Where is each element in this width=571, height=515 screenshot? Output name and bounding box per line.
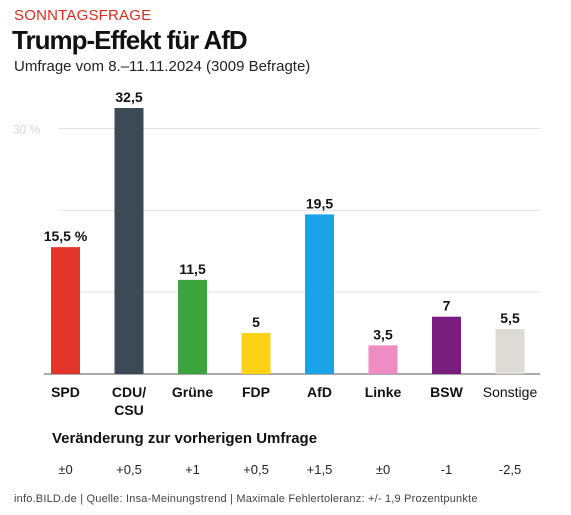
bar-3: [178, 279, 207, 374]
value-label: 5: [252, 314, 260, 330]
change-value: +0,5: [116, 462, 142, 477]
category-label: Linke: [365, 384, 402, 400]
change-value: ±0: [376, 462, 390, 477]
value-labels: 15,5 % 32,5 11,5 5 19,5 3,5 7 5,5: [44, 89, 520, 342]
value-label: 15,5 %: [44, 228, 88, 244]
bars: [51, 108, 525, 374]
bar-5: [305, 214, 334, 374]
category-label: CSU: [114, 402, 144, 418]
footer-source: info.BILD.de | Quelle: Insa-Meinungstren…: [14, 493, 478, 505]
bar-6: [368, 345, 398, 374]
category-label: Grüne: [172, 384, 213, 400]
change-value: -1: [441, 462, 453, 477]
kicker: SONNTAGSFRAGE: [14, 7, 152, 24]
bar-7: [432, 316, 461, 374]
category-label: SPD: [51, 384, 80, 400]
change-value: -2,5: [499, 462, 521, 477]
category-label: Sonstige: [483, 384, 538, 400]
change-value: +1: [185, 462, 200, 477]
value-label: 11,5: [179, 261, 206, 277]
category-label: FDP: [242, 384, 270, 400]
value-label: 3,5: [373, 326, 393, 342]
change-value: +0,5: [243, 462, 269, 477]
value-label: 19,5: [306, 195, 333, 211]
bar-4: [241, 333, 271, 374]
category-label: CDU/: [112, 384, 146, 400]
change-value: ±0: [58, 462, 72, 477]
value-label: 7: [443, 298, 451, 314]
category-labels: SPD CDU/CSU Grüne FDP AfD Linke BSW Sonstige: [51, 384, 537, 418]
bar-chart: 30 % 15,5 % 32,5 11,5 5 19,5 3,5 7 5,5 SPD CDU/C…: [13, 89, 540, 477]
change-values: ±0 +0,5 +1 +0,5 +1,5 ±0 -1 -2,5: [58, 462, 521, 477]
y-tick-label: 30 %: [13, 122, 41, 136]
chart-subtitle: Umfrage vom 8.–11.11.2024 (3009 Befragte…: [14, 58, 311, 75]
bar-8: [495, 328, 525, 374]
bar-1: [51, 247, 80, 374]
category-label: BSW: [430, 384, 463, 400]
value-label: 32,5: [115, 89, 142, 105]
chart-title: Trump-Effekt für AfD: [12, 25, 248, 55]
category-label: AfD: [307, 384, 332, 400]
change-heading: Veränderung zur vorherigen Umfrage: [52, 430, 318, 447]
change-value: +1,5: [307, 462, 333, 477]
bar-2: [114, 108, 144, 374]
value-label: 5,5: [500, 310, 520, 326]
